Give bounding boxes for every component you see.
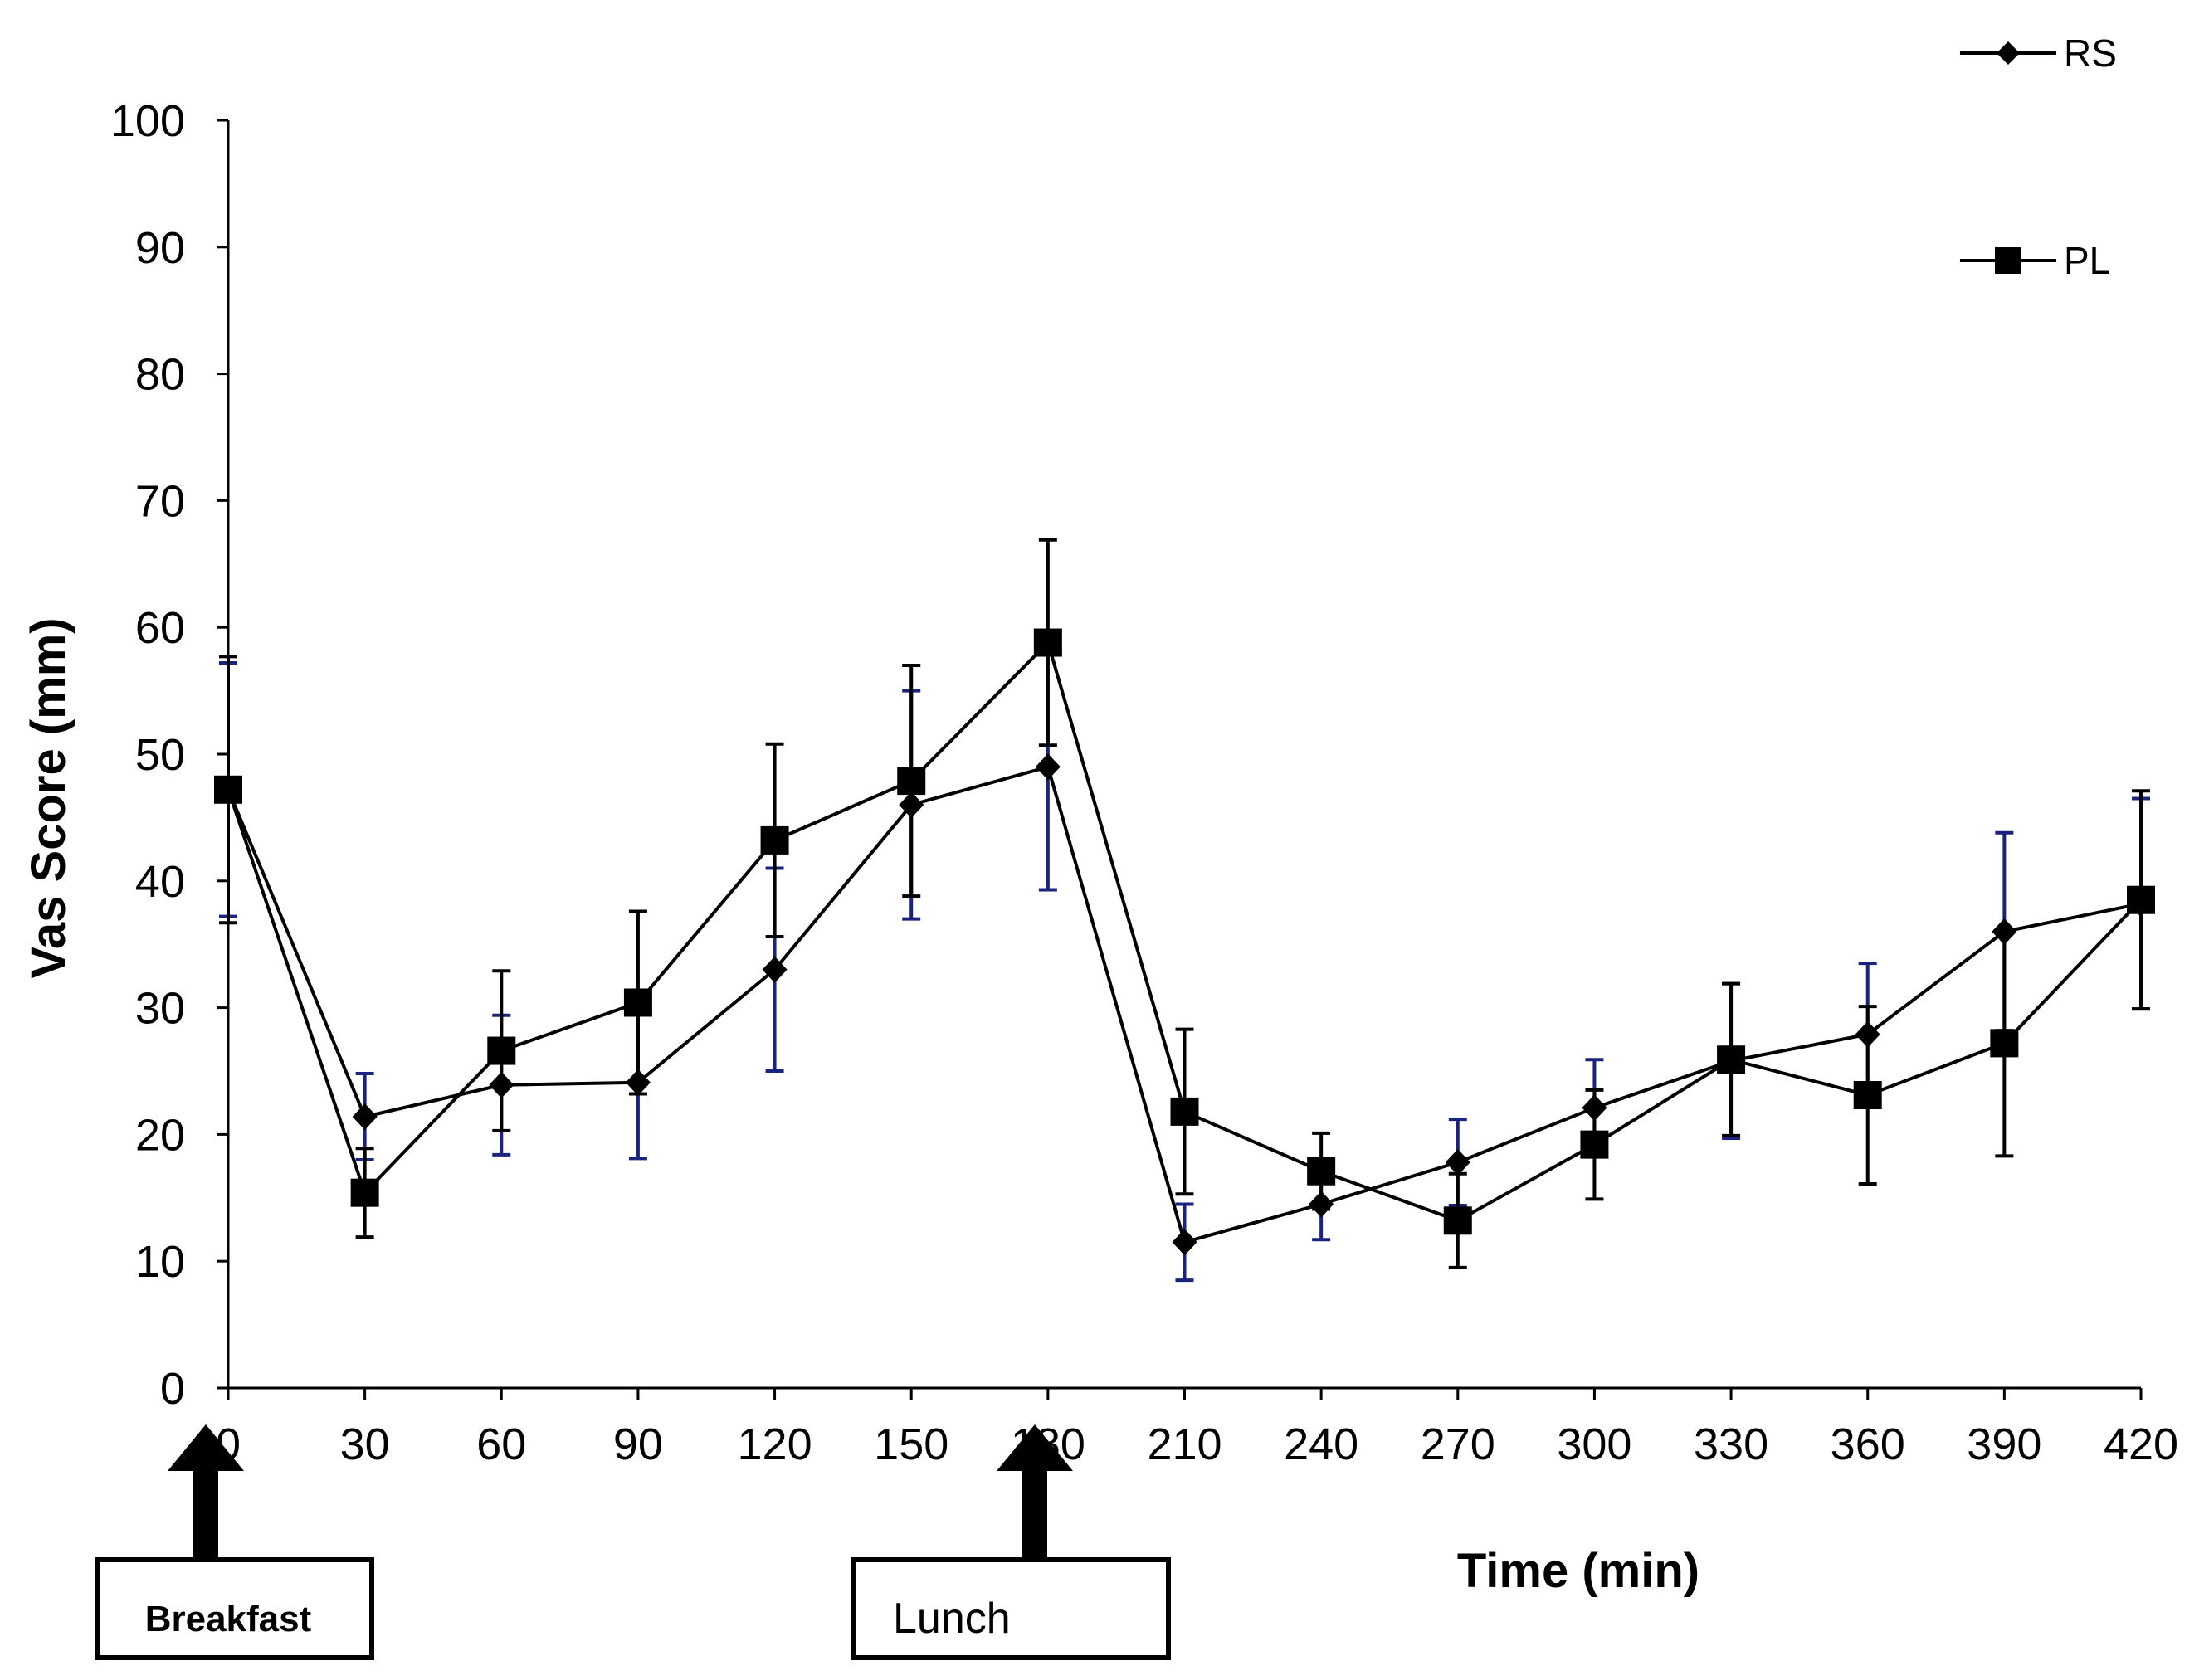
data-point-pl <box>897 767 926 796</box>
data-point-pl <box>1033 628 1062 657</box>
y-tick-label: 60 <box>135 603 185 653</box>
y-tick-label: 80 <box>135 350 185 400</box>
x-axis-title: Time (min) <box>1457 1544 1699 1598</box>
data-point-rs <box>1309 1191 1334 1218</box>
y-tick-label: 40 <box>135 857 185 907</box>
legend-marker-rs-diamond-icon <box>1997 41 2020 65</box>
data-point-pl <box>760 825 789 855</box>
legend-marker-pl-square-icon <box>1995 247 2021 274</box>
x-tick-label: 390 <box>1967 1419 2041 1469</box>
data-point-rs <box>1855 1020 1880 1048</box>
x-tick-label: 240 <box>1284 1419 1358 1469</box>
data-point-pl <box>623 988 652 1017</box>
x-tick-label: 210 <box>1147 1419 1222 1469</box>
y-tick-label: 20 <box>135 1110 185 1160</box>
x-tick-label: 30 <box>340 1419 390 1469</box>
x-tick-label: 90 <box>613 1419 663 1469</box>
legend-label-rs: RS <box>2064 32 2117 75</box>
data-point-pl <box>1443 1206 1472 1235</box>
lunch-box <box>851 1557 1171 1660</box>
data-point-pl <box>1990 1029 2019 1058</box>
breakfast-box <box>95 1557 374 1660</box>
x-tick-label: 270 <box>1421 1419 1495 1469</box>
lunch-up-arrow-icon <box>997 1424 1073 1560</box>
data-point-rs <box>1035 753 1061 781</box>
x-axis: 0306090120150180210240270300330360390420 <box>216 1386 2178 1469</box>
data-point-rs <box>1582 1094 1607 1122</box>
y-tick-label: 30 <box>135 984 185 1034</box>
data-point-rs <box>1172 1229 1197 1256</box>
x-tick-label: 330 <box>1694 1419 1768 1469</box>
legend-label-pl: PL <box>2064 239 2110 282</box>
y-axis-title: Vas Score (mm) <box>22 617 76 978</box>
data-point-pl <box>350 1178 379 1207</box>
y-tick-label: 10 <box>135 1237 185 1287</box>
x-tick-label: 300 <box>1557 1419 1631 1469</box>
y-tick-label: 70 <box>135 476 185 526</box>
x-tick-label: 360 <box>1831 1419 1905 1469</box>
data-point-pl <box>487 1036 516 1065</box>
lunch-label: Lunch <box>893 1595 1011 1643</box>
x-tick-label: 420 <box>2104 1419 2178 1469</box>
data-point-rs <box>1992 918 2017 945</box>
data-point-rs <box>489 1071 514 1098</box>
data-point-pl <box>1170 1097 1199 1126</box>
data-point-pl <box>1853 1081 1882 1110</box>
legend: RS PL <box>1960 32 2117 282</box>
y-tick-label: 0 <box>160 1364 185 1414</box>
x-tick-label: 60 <box>476 1419 526 1469</box>
data-point-rs <box>625 1069 651 1096</box>
legend-entry-pl: PL <box>1960 239 2110 282</box>
x-axis-ticks: 0306090120150180210240270300330360390420 <box>216 1388 2178 1469</box>
data-point-rs <box>352 1103 378 1131</box>
annotation-lunch: Lunch <box>851 1424 1171 1660</box>
data-point-pl <box>214 775 242 804</box>
y-tick-label: 90 <box>135 223 185 273</box>
data-point-pl <box>2127 885 2155 914</box>
data-point-rs <box>899 791 924 819</box>
data-point-pl <box>1717 1045 1746 1074</box>
series-markers <box>214 628 2155 1256</box>
breakfast-label: Breakfast <box>145 1599 312 1639</box>
y-axis: 0 10 20 30 40 50 60 70 80 90 100 <box>110 96 230 1414</box>
y-axis-ticks: 0 10 20 30 40 50 60 70 80 90 100 <box>110 96 228 1414</box>
breakfast-up-arrow-icon <box>168 1424 244 1560</box>
x-tick-label: 150 <box>874 1419 948 1469</box>
error-bars <box>219 538 2150 1283</box>
data-point-rs <box>1445 1149 1470 1176</box>
data-point-rs <box>762 956 788 983</box>
data-point-pl <box>1580 1130 1609 1159</box>
data-point-pl <box>1307 1157 1336 1186</box>
y-tick-label: 50 <box>135 730 185 780</box>
legend-entry-rs: RS <box>1960 32 2117 75</box>
x-tick-label: 120 <box>738 1419 812 1469</box>
annotation-breakfast: Breakfast <box>95 1424 374 1660</box>
y-tick-label: 100 <box>110 96 185 146</box>
